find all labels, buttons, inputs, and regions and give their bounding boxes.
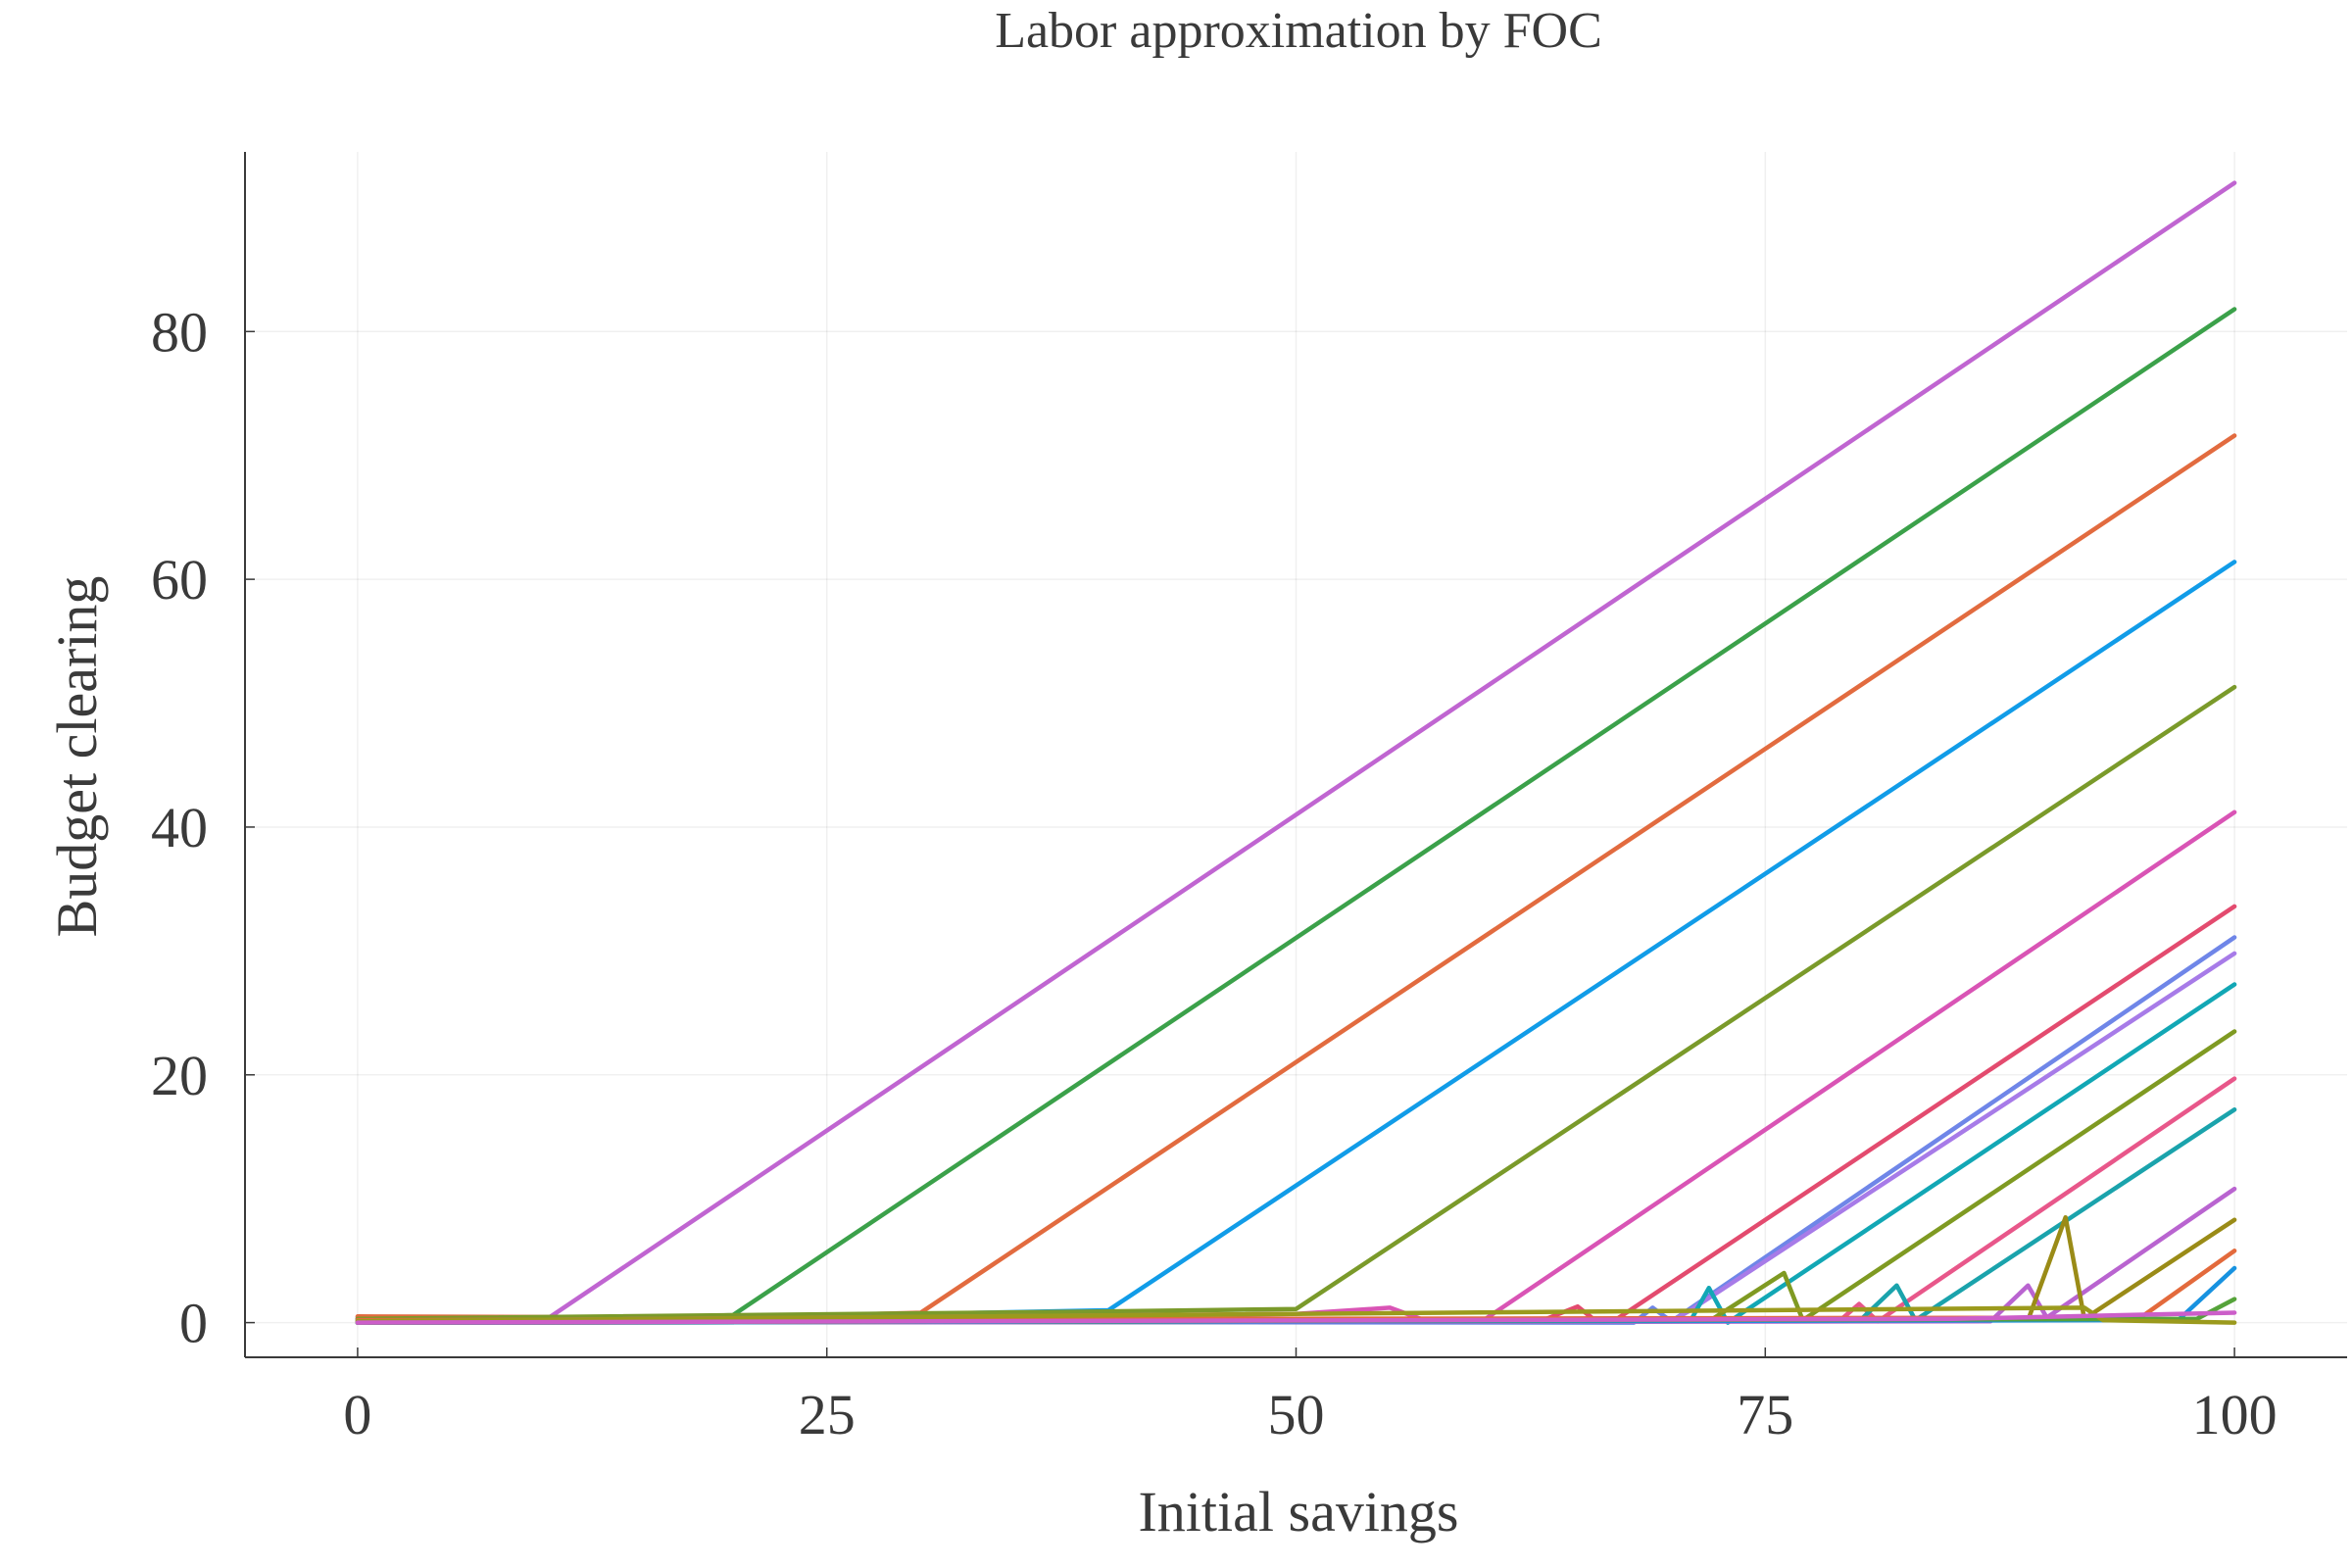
y-tick-label-4: 80 [151, 300, 208, 364]
x-tick-label-1: 25 [799, 1383, 856, 1446]
x-tick-label-4: 100 [2192, 1383, 2278, 1446]
x-axis-label: Initial savings [1138, 1480, 1458, 1544]
series-line-20 [355, 1310, 2237, 1325]
series-line-5 [355, 684, 2237, 1322]
y-tick-label-2: 40 [151, 796, 208, 859]
tick-labels: 0 25 50 75 100 0 20 40 60 80 [151, 300, 2278, 1446]
x-tick-label-2: 50 [1268, 1383, 1325, 1446]
y-axis-label: Budget clearing [45, 576, 109, 938]
y-tick-label-3: 60 [151, 548, 208, 612]
x-tick-label-3: 75 [1737, 1383, 1793, 1446]
chart-title: Labor approximation by FOC [995, 3, 1602, 59]
axes [244, 152, 2347, 1358]
grid [245, 152, 2347, 1357]
y-tick-label-0: 0 [179, 1292, 208, 1355]
x-tick-label-0: 0 [343, 1383, 371, 1446]
series-group [355, 180, 2237, 1325]
y-tick-label-1: 20 [151, 1044, 208, 1107]
